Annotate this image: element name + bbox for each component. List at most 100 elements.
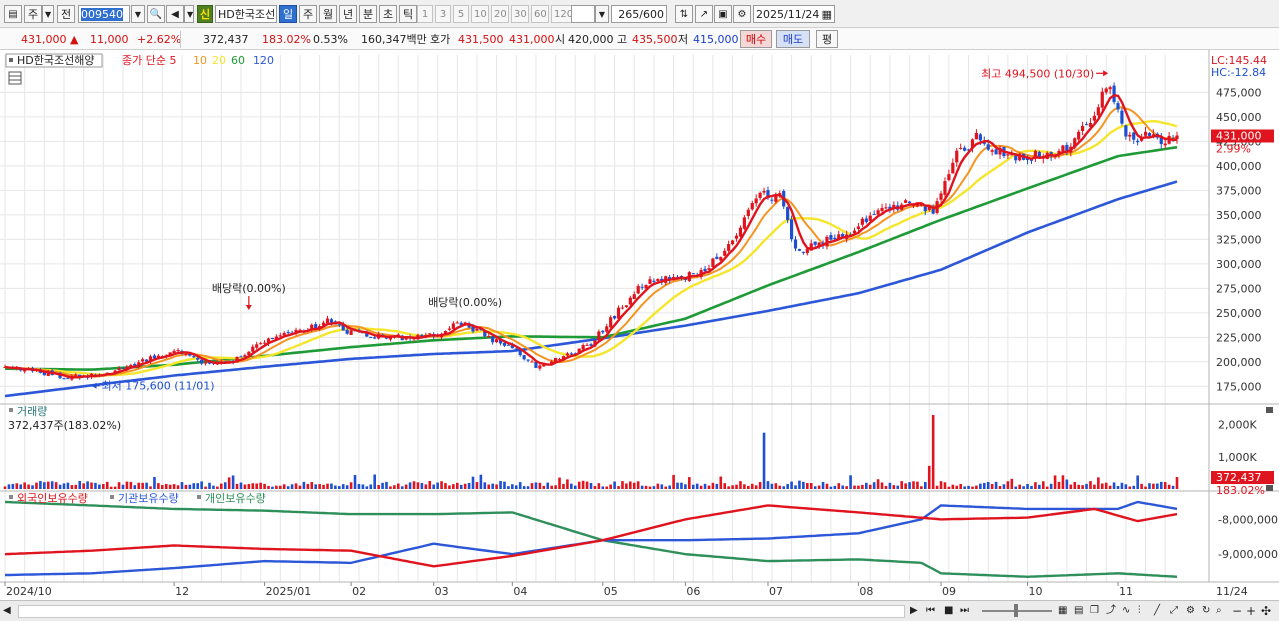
period-type-button[interactable]: 주 — [24, 5, 42, 23]
volume-bar — [459, 484, 463, 489]
shin-button[interactable]: 신 — [197, 5, 213, 23]
chart-type-icon[interactable]: ▤ — [4, 5, 22, 23]
custom-interval-input[interactable] — [571, 5, 595, 23]
volume-bar — [98, 484, 101, 489]
period-tab[interactable]: 년 — [339, 5, 357, 23]
last-page-icon[interactable]: ⏭ — [960, 605, 969, 616]
volume-bar — [420, 483, 424, 489]
candle-body — [652, 280, 656, 282]
volume-bar — [1073, 481, 1077, 489]
zoom-slider-handle[interactable] — [1014, 604, 1018, 617]
sell-button[interactable]: 매도 — [776, 30, 810, 48]
interval-tab[interactable]: 10 — [471, 5, 489, 23]
scroll-right-icon[interactable]: ▶ — [910, 605, 918, 616]
calendar-icon[interactable]: ▦ — [821, 8, 832, 21]
candle-body — [711, 258, 715, 267]
period-tab[interactable]: 틱 — [399, 5, 417, 23]
prev-button[interactable]: 전 — [57, 5, 75, 23]
period-tab[interactable]: 일 — [279, 5, 297, 23]
candle-body — [459, 322, 463, 326]
x-axis-tick: 10 — [1029, 585, 1043, 598]
candle-settings-icon[interactable]: ⇅ — [675, 5, 693, 23]
search-icon[interactable]: 🔍 — [147, 5, 165, 23]
gear-icon[interactable]: ⚙ — [733, 5, 751, 23]
period-tab[interactable]: 월 — [319, 5, 337, 23]
price-axis-tick: 450,000 — [1216, 111, 1262, 124]
layout-icon[interactable]: ▤ — [1074, 605, 1084, 616]
date-field[interactable]: 2025/11/24 ▦ — [753, 5, 835, 23]
volume-bar — [1034, 482, 1037, 489]
pan-icon[interactable]: ✣ — [1261, 604, 1272, 618]
volume-bar — [90, 482, 93, 489]
stock-name-field[interactable]: HD한국조선 — [215, 5, 277, 23]
candle-body — [203, 362, 208, 364]
volume-bar — [849, 475, 852, 489]
first-page-icon[interactable]: ⏮ — [926, 605, 935, 616]
volume-bar — [955, 485, 959, 489]
zoom-out-icon[interactable]: − — [1232, 604, 1243, 618]
stock-code-dropdown-icon[interactable]: ▼ — [131, 5, 145, 23]
bid-price: 431,500 — [458, 33, 504, 46]
save-icon[interactable]: ▣ — [714, 5, 732, 23]
buy-button[interactable]: 매수 — [740, 30, 772, 48]
volume-bar — [109, 486, 113, 489]
candle-body — [526, 359, 530, 361]
candle-body — [557, 358, 562, 360]
period-tab[interactable]: 초 — [379, 5, 397, 23]
interval-tab[interactable]: 120 — [551, 5, 573, 23]
draw-tools-icon[interactable]: ↗ — [695, 5, 713, 23]
interval-tab[interactable]: 30 — [511, 5, 529, 23]
interval-tab[interactable]: 60 — [531, 5, 549, 23]
volume-bar — [570, 483, 573, 489]
turnover-pct: 0.53% — [313, 33, 348, 46]
indicator-icon[interactable]: ⤢ — [1170, 605, 1178, 616]
volume-bar — [538, 482, 542, 489]
scroll-left-icon[interactable]: ◀ — [3, 605, 11, 616]
speaker-icon[interactable]: ◀ — [166, 5, 184, 23]
wave-icon[interactable]: ∿ — [1122, 605, 1131, 616]
avg-button[interactable]: 평 — [816, 30, 838, 48]
interval-tab[interactable]: 1 — [417, 5, 433, 23]
chart-area[interactable]: 최고 494,500 (10/30) 최저 175,600 (11/01) 배당락(… — [0, 50, 1279, 600]
grid-icon[interactable]: ▦ — [1058, 605, 1068, 616]
refresh-icon[interactable]: ↻ — [1202, 605, 1211, 616]
period-tab[interactable]: 주 — [299, 5, 317, 23]
interval-tab[interactable]: 5 — [453, 5, 469, 23]
copy-icon[interactable]: ❐ — [1090, 605, 1099, 616]
volume-bar — [105, 481, 109, 489]
candle-icon[interactable]: ⫶ — [1138, 605, 1141, 616]
lc-label: LC:145.44 — [1211, 54, 1267, 67]
speaker-dropdown-icon[interactable]: ▼ — [184, 5, 194, 23]
stop-icon[interactable]: ■ — [944, 605, 954, 616]
trend-icon[interactable]: ⤴ — [1106, 605, 1116, 616]
candle-body — [632, 294, 636, 300]
settings-icon[interactable]: ⚙ — [1186, 605, 1195, 616]
volume-bar — [967, 485, 970, 489]
panel-maximize-icon — [1266, 407, 1273, 413]
candle-body — [990, 150, 994, 152]
interval-tab[interactable]: 20 — [491, 5, 509, 23]
volume-bar — [809, 482, 813, 489]
candle-body — [133, 364, 137, 367]
volume-bar — [833, 485, 837, 489]
price-axis-tick: 400,000 — [1216, 160, 1262, 173]
horizontal-scrollbar[interactable] — [18, 605, 905, 618]
volume-bar — [927, 465, 931, 489]
zoom-in-icon[interactable]: + — [1246, 604, 1257, 618]
open-label: 시 — [555, 33, 566, 46]
period-type-dropdown-icon[interactable]: ▼ — [42, 5, 54, 23]
x-axis-tick: 09 — [942, 585, 956, 598]
candle-body — [1018, 153, 1022, 161]
candle-body — [1116, 103, 1120, 110]
interval-tab[interactable]: 3 — [435, 5, 451, 23]
candle-body — [1077, 131, 1081, 140]
line-icon[interactable]: ╱ — [1154, 605, 1161, 616]
bottom-toolbar: ◀ ▶ ⏮ ■ ⏭ ▦ ▤ ❐ ⤴ ∿ ⫶ ╱ ⤢ ⚙ ↻ ⌕ − + ✣ — [0, 600, 1279, 621]
zoom-search-icon[interactable]: ⌕ — [1216, 605, 1222, 616]
volume-bar — [1006, 481, 1010, 489]
custom-interval-dropdown-icon[interactable]: ▼ — [595, 5, 609, 23]
count-field[interactable]: 265/600 — [611, 5, 667, 23]
period-tab[interactable]: 분 — [359, 5, 377, 23]
stock-code-input[interactable]: 009540 — [78, 5, 130, 23]
volume-bar — [345, 485, 349, 489]
